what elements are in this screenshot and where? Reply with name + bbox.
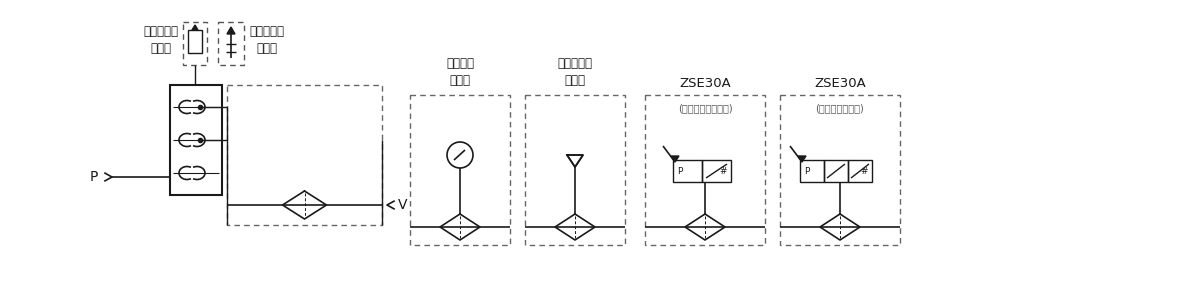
Bar (170, 85, 222, 195)
Bar (800, 160, 824, 182)
Text: #: # (720, 166, 727, 175)
Bar (183, 22, 207, 65)
Text: ZSE30A: ZSE30A (815, 77, 866, 90)
Text: ゲージ付
の場合: ゲージ付 の場合 (446, 57, 474, 87)
Polygon shape (226, 27, 235, 34)
Bar (226, 85, 382, 225)
Polygon shape (798, 156, 806, 162)
Text: V: V (398, 198, 407, 212)
Bar (780, 95, 900, 245)
Bar (824, 160, 848, 182)
Bar (410, 95, 510, 245)
Bar (848, 160, 872, 182)
Bar (702, 160, 731, 182)
Bar (188, 30, 202, 53)
Text: ポート排気
の場合: ポート排気 の場合 (249, 25, 284, 55)
Bar (645, 95, 766, 245)
Text: (アナログ出力なし): (アナログ出力なし) (678, 103, 732, 113)
Bar (218, 22, 244, 65)
Polygon shape (671, 156, 679, 162)
Text: アダプタ付
の場合: アダプタ付 の場合 (557, 57, 593, 87)
Text: P: P (90, 170, 98, 184)
Text: P: P (804, 166, 810, 175)
Text: ZSE30A: ZSE30A (679, 77, 731, 90)
Text: (アナログ出力付): (アナログ出力付) (816, 103, 865, 113)
Text: P: P (677, 166, 683, 175)
Bar (673, 160, 702, 182)
Polygon shape (192, 25, 198, 30)
Text: サイレンサ
の場合: サイレンサ の場合 (143, 25, 179, 55)
Bar (525, 95, 625, 245)
Text: #: # (860, 166, 869, 175)
